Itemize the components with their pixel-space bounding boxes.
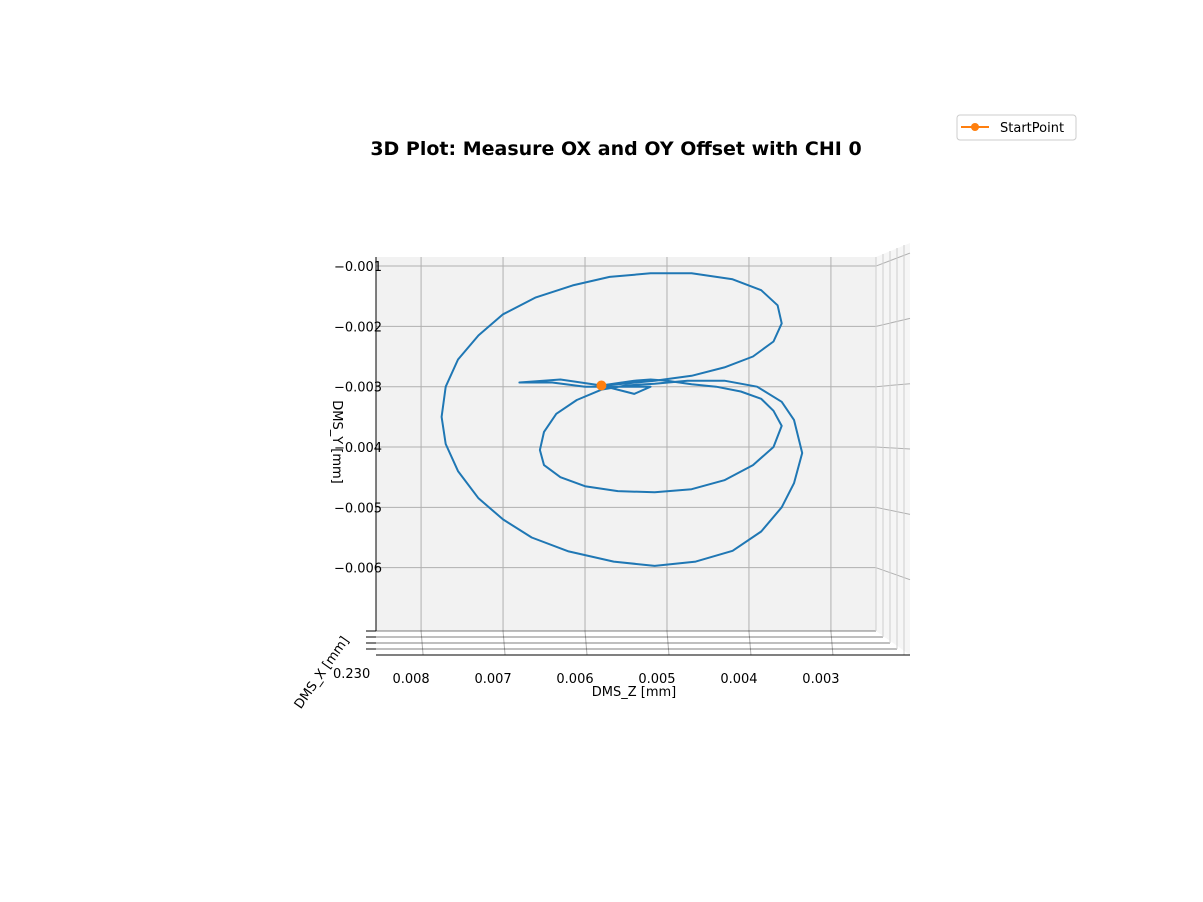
- y-axis-label: DMS_Y [mm]: [329, 400, 344, 484]
- y-tick-label: −0.005: [334, 501, 382, 516]
- legend-marker-icon: [971, 123, 979, 131]
- y-tick-label: −0.003: [334, 381, 382, 396]
- start-point-marker: [596, 380, 607, 391]
- x-tick-label: 0.007: [474, 672, 511, 687]
- y-tick-label: −0.002: [334, 320, 382, 335]
- z-tick-label: 0.230: [333, 667, 370, 682]
- grid-lines: [376, 257, 876, 631]
- x-tick-label: 0.003: [802, 672, 839, 687]
- y-tick-label: −0.001: [334, 260, 382, 275]
- x-tick-label: 0.008: [392, 672, 429, 687]
- x-tick-label: 0.004: [720, 672, 757, 687]
- x-tick-label: 0.005: [638, 672, 675, 687]
- trajectory-line: [440, 272, 804, 567]
- x-tick-labels: 0.008 0.007 0.006 0.005 0.004 0.003: [392, 672, 839, 687]
- right-side-pane: [876, 243, 910, 655]
- legend: StartPoint: [956, 114, 1077, 141]
- y-tick-label: −0.006: [334, 562, 382, 577]
- x-axis-label: DMS_Z [mm]: [592, 685, 677, 700]
- back-pane: [376, 257, 876, 631]
- y-tick-labels: −0.001 −0.002 −0.003 −0.004 −0.005 −0.006: [334, 260, 382, 577]
- y-tick-label: −0.004: [334, 441, 382, 456]
- legend-box: [956, 114, 1077, 141]
- chart-title: 3D Plot: Measure OX and OY Offset with C…: [370, 138, 861, 160]
- depth-axis-lines: [376, 245, 911, 656]
- z-axis-stub: 0.230: [333, 630, 376, 682]
- legend-label: StartPoint: [1000, 121, 1064, 136]
- x-tick-label: 0.006: [556, 672, 593, 687]
